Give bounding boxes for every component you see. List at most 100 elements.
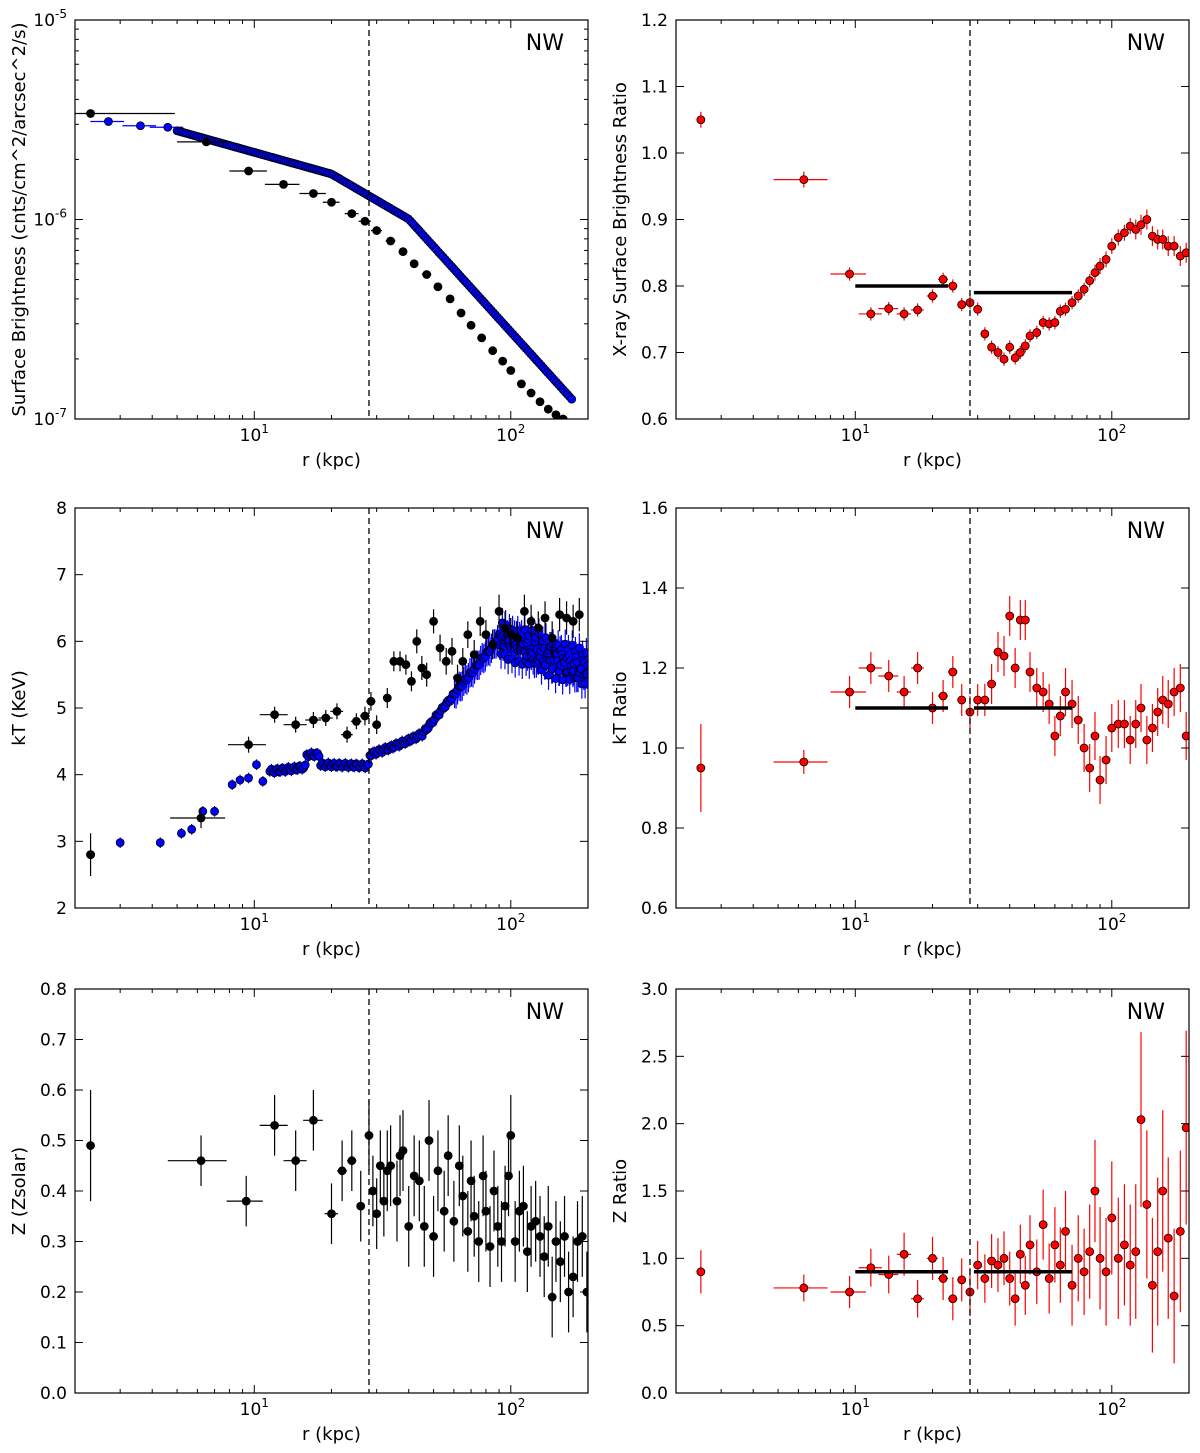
marker [392,1196,402,1206]
data-point [344,209,359,219]
marker [1079,284,1089,294]
marker [1148,723,1157,733]
marker [526,616,536,626]
marker [270,1120,279,1130]
marker [533,623,543,633]
data-point [1073,289,1083,303]
x-axis-label: r (kpc) [903,450,962,471]
marker [1010,663,1020,673]
data-point [547,1256,557,1338]
data-point [398,247,408,257]
marker [987,679,997,689]
marker [456,308,466,318]
data-point [555,598,565,632]
marker [1148,1280,1157,1290]
marker [429,1232,438,1241]
data-point [177,137,231,147]
panel-sb: 101 102 10-7 10-6 10-5 r (kpc) Surface Brightn… [9,7,589,471]
marker [993,348,1003,357]
data-point [1073,1215,1083,1302]
y-tick-label: 2 [56,899,67,919]
marker [581,648,588,658]
data-point [500,611,510,645]
data-point [1142,1130,1152,1279]
data-point [1153,1177,1163,1326]
data-point [980,1254,990,1303]
data-point [385,236,396,246]
data-point [433,1130,443,1212]
data-point [773,750,828,774]
marker [543,1221,553,1231]
data-point [424,1100,434,1181]
data-point [1020,1255,1030,1315]
data-point [987,340,997,354]
marker [535,397,545,407]
data-point [1148,1217,1157,1353]
data-point [1125,1204,1135,1326]
y-tick-label: 1.1 [641,78,668,98]
data-point [350,713,362,730]
series-black [86,594,584,876]
marker [419,1221,429,1231]
panel-kt: 101 102 2 3 4 5 6 7 8 r (kpc) kT (KeV) NW [9,499,589,960]
data-point [1090,1139,1100,1243]
marker [163,122,173,132]
y-tick-label: 1.5 [641,1182,668,1202]
data-point [911,652,924,684]
data-point [456,308,466,318]
marker [115,838,125,848]
marker [799,175,809,185]
data-point [1015,345,1025,360]
marker [1153,1247,1163,1256]
marker [458,656,468,666]
marker [368,1186,378,1196]
region-label: NW [1127,519,1165,544]
marker [382,693,392,703]
marker [999,354,1009,364]
marker [270,710,279,720]
marker [999,651,1009,661]
data-point [407,671,416,692]
y-tick-label: 0.5 [40,1132,67,1152]
x-axis-label: r (kpc) [302,1424,361,1445]
marker [799,1283,809,1293]
marker [1090,268,1100,278]
data-point [547,621,557,655]
data-point [1079,282,1089,296]
data-point [568,1236,578,1318]
data-point [86,1090,95,1202]
data-point [392,1160,402,1242]
data-point [386,1125,396,1207]
marker [1055,711,1065,721]
x-axis-label: r (kpc) [302,939,361,960]
data-point [1175,246,1185,267]
data-point [356,1170,366,1242]
marker [439,1206,449,1216]
data-point [417,656,427,680]
marker [539,1252,549,1262]
marker [1061,687,1070,697]
region-label: NW [526,519,564,544]
data-point [1044,1243,1054,1314]
marker [980,1274,990,1283]
data-point [830,676,866,708]
data-point [379,1165,389,1237]
y-axis-label: Z (Zsolar) [9,1147,30,1235]
marker [1050,1240,1060,1250]
data-point [441,648,451,675]
marker [899,687,909,697]
y-axis-label: Surface Brightness (cnts/cm^2/arcsec^2/s… [9,22,30,416]
data-point [526,604,536,638]
data-point [568,604,578,638]
series-ratio [696,1030,1189,1364]
data-point [458,648,468,675]
marker [412,636,422,646]
marker [235,775,245,785]
marker [466,1176,476,1186]
data-point [324,1183,338,1245]
data-point [506,366,516,375]
data-point [1107,704,1117,752]
data-point [1107,238,1117,255]
data-point [1136,684,1146,732]
marker [1025,667,1035,677]
